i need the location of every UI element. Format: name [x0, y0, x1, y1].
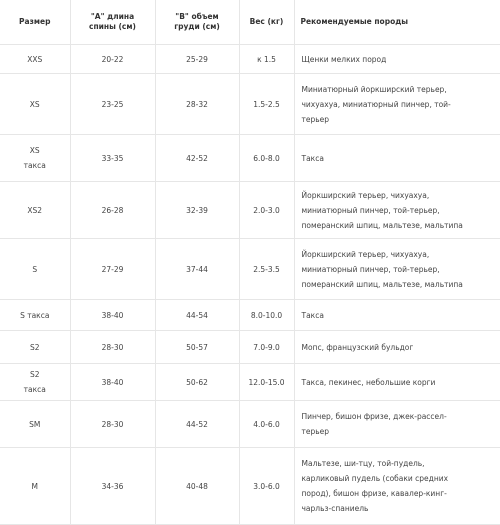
size-cell: XXS	[0, 44, 71, 74]
back-cell: 38-40	[70, 299, 156, 331]
table-row: S такса 38-40 44-54 8.0-10.0 Такса	[0, 299, 500, 331]
breeds-cell: Щенки мелких пород	[294, 44, 500, 74]
breeds-cell: Йоркширский терьер, чихуахуа, миниатюрный…	[294, 238, 500, 300]
breeds-cell: Мопс, французский бульдог	[294, 330, 500, 364]
back-cell: 33-35	[70, 134, 156, 182]
size-cell: XS2	[0, 181, 71, 239]
table-row: XS2 26-28 32-39 2.0-3.0 Йоркширский терь…	[0, 181, 500, 239]
size-cell: S2 такса	[0, 363, 71, 401]
back-cell: 23-25	[70, 73, 156, 135]
weight-cell: 4.0-6.0	[239, 400, 295, 448]
chest-cell: 42-52	[155, 134, 240, 182]
table-row: XS 23-25 28-32 1.5-2.5 Миниатюрный йоркш…	[0, 73, 500, 135]
breeds-cell: Йоркширский терьер, чихуахуа, миниатюрный…	[294, 181, 500, 239]
chest-cell: 28-32	[155, 73, 240, 135]
weight-cell: 7.0-9.0	[239, 330, 295, 364]
table-row: S2 такса 38-40 50-62 12.0-15.0 Такса, пек…	[0, 363, 500, 401]
weight-cell: 2.0-3.0	[239, 181, 295, 239]
back-cell: 27-29	[70, 238, 156, 300]
breeds-cell: Такса	[294, 299, 500, 331]
weight-cell: 3.0-6.0	[239, 447, 295, 525]
table-row: XS такса 33-35 42-52 6.0-8.0 Такса	[0, 134, 500, 182]
breeds-cell: Мальтезе, ши-тцу, той-пудель, карликовый …	[294, 447, 500, 525]
chest-cell: 32-39	[155, 181, 240, 239]
header-back-length: "А" длина спины (см)	[70, 0, 156, 45]
weight-cell: к 1.5	[239, 44, 295, 74]
chest-cell: 40-48	[155, 447, 240, 525]
weight-cell: 8.0-10.0	[239, 299, 295, 331]
chest-cell: 50-57	[155, 330, 240, 364]
back-cell: 34-36	[70, 447, 156, 525]
header-weight: Вес (кг)	[239, 0, 295, 45]
chest-cell: 44-54	[155, 299, 240, 331]
table-row: S 27-29 37-44 2.5-3.5 Йоркширский терьер…	[0, 238, 500, 300]
back-cell: 28-30	[70, 400, 156, 448]
size-cell: S2	[0, 330, 71, 364]
back-cell: 28-30	[70, 330, 156, 364]
size-cell: S такса	[0, 299, 71, 331]
breeds-cell: Такса, пекинес, небольшие корги	[294, 363, 500, 401]
chest-cell: 44-52	[155, 400, 240, 448]
size-cell: M	[0, 447, 71, 525]
chest-cell: 50-62	[155, 363, 240, 401]
breeds-cell: Миниатюрный йоркширский терьер, чихуахуа,…	[294, 73, 500, 135]
table-row: S2 28-30 50-57 7.0-9.0 Мопс, французский…	[0, 330, 500, 364]
back-cell: 26-28	[70, 181, 156, 239]
size-cell: S	[0, 238, 71, 300]
weight-cell: 2.5-3.5	[239, 238, 295, 300]
table-row: SM 28-30 44-52 4.0-6.0 Пинчер, бишон фри…	[0, 400, 500, 448]
chest-cell: 25-29	[155, 44, 240, 74]
table-row: M 34-36 40-48 3.0-6.0 Мальтезе, ши-тцу, …	[0, 447, 500, 525]
chest-cell: 37-44	[155, 238, 240, 300]
size-cell: XS	[0, 73, 71, 135]
header-chest-girth: "В" объем груди (см)	[155, 0, 240, 45]
weight-cell: 6.0-8.0	[239, 134, 295, 182]
size-cell: SM	[0, 400, 71, 448]
table-row: XXS 20-22 25-29 к 1.5 Щенки мелких пород	[0, 44, 500, 74]
back-cell: 38-40	[70, 363, 156, 401]
weight-cell: 12.0-15.0	[239, 363, 295, 401]
size-cell: XS такса	[0, 134, 71, 182]
header-row: Размер "А" длина спины (см) "В" объем груд…	[0, 0, 500, 45]
header-size: Размер	[0, 0, 71, 45]
header-breeds: Рекомендуемые породы	[294, 0, 500, 45]
back-cell: 20-22	[70, 44, 156, 74]
weight-cell: 1.5-2.5	[239, 73, 295, 135]
breeds-cell: Такса	[294, 134, 500, 182]
breeds-cell: Пинчер, бишон фризе, джек-рассел-терьер	[294, 400, 500, 448]
